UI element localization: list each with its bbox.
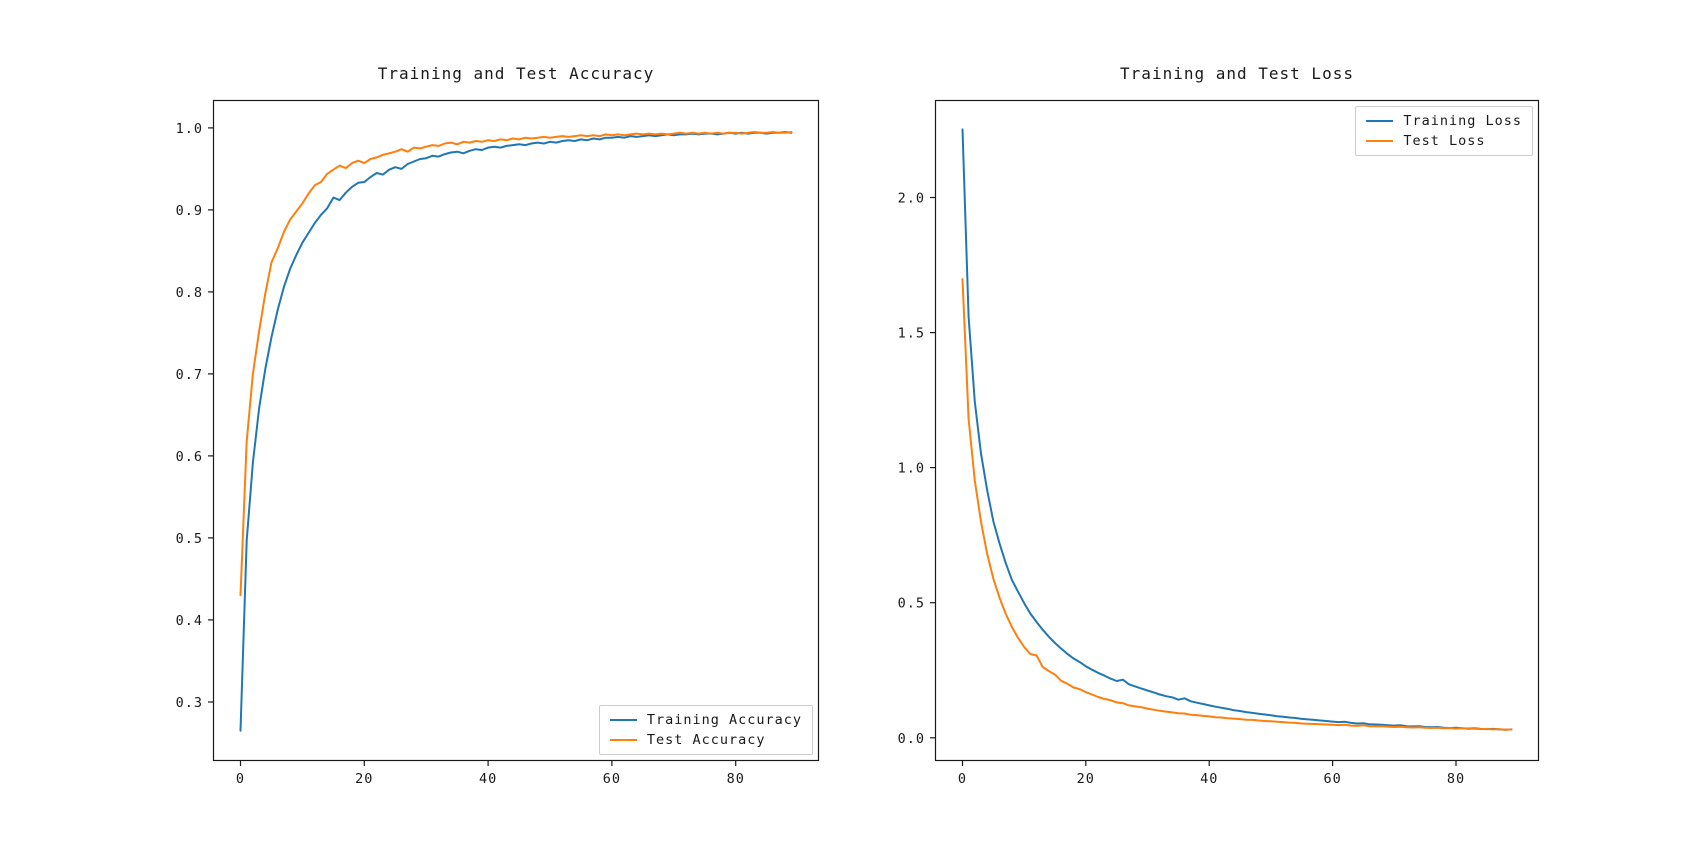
legend-entry-test-accuracy: Test Accuracy <box>609 732 802 748</box>
legend-label: Test Accuracy <box>646 732 766 748</box>
series-line <box>961 128 1513 731</box>
accuracy-chart: Training and Test Accuracy 0 20 40 60 80 0.3 0… <box>176 64 820 787</box>
test-accuracy-line-swatch <box>609 739 637 741</box>
legend-label: Training Loss <box>1403 113 1522 129</box>
series-line <box>239 131 793 597</box>
accuracy-legend: Training Accuracy Test Accuracy <box>598 705 813 755</box>
training-accuracy-line-swatch <box>609 719 637 721</box>
x-tick-label: 0 <box>958 771 967 787</box>
legend-label: Training Accuracy <box>646 712 802 728</box>
loss-chart: Training and Test Loss 0 20 40 60 80 0.0 0.5 1.… <box>898 64 1540 787</box>
legend-entry-training-loss: Training Loss <box>1366 113 1522 129</box>
x-tick-label: 80 <box>727 771 745 787</box>
loss-legend: Training Loss Test Loss <box>1355 106 1533 156</box>
training-loss-line-swatch <box>1366 120 1394 122</box>
y-tick-label: 1.0 <box>176 121 203 137</box>
x-tick-label: 0 <box>236 771 245 787</box>
y-tick-label: 2.0 <box>898 191 925 207</box>
loss-chart-title: Training and Test Loss <box>1120 64 1354 83</box>
y-tick-label: 1.0 <box>898 461 925 477</box>
y-tick-label: 0.6 <box>176 449 203 465</box>
x-tick-label: 20 <box>1077 771 1095 787</box>
y-tick-label: 0.8 <box>176 285 203 301</box>
y-tick-label: 0.7 <box>176 367 203 383</box>
legend-label: Test Loss <box>1403 133 1486 149</box>
loss-plot-area: 0 20 40 60 80 0.0 0.5 1.0 1.5 2.0 <box>898 99 1540 787</box>
legend-entry-training-accuracy: Training Accuracy <box>609 712 802 728</box>
x-tick-label: 20 <box>355 771 373 787</box>
series-line <box>239 131 793 732</box>
series-line <box>961 278 1513 731</box>
y-tick-label: 0.9 <box>176 203 203 219</box>
x-tick-label: 40 <box>479 771 497 787</box>
y-tick-label: 0.3 <box>176 695 203 711</box>
x-tick-label: 80 <box>1447 771 1465 787</box>
x-tick-label: 60 <box>1323 771 1341 787</box>
y-tick-label: 0.5 <box>898 596 925 612</box>
test-loss-line-swatch <box>1366 140 1394 142</box>
axes-spines <box>212 99 820 762</box>
y-tick-label: 1.5 <box>898 326 925 342</box>
legend-entry-test-loss: Test Loss <box>1366 133 1522 149</box>
axes-spines <box>934 99 1540 762</box>
x-tick-label: 40 <box>1200 771 1218 787</box>
accuracy-chart-title: Training and Test Accuracy <box>377 64 655 83</box>
accuracy-plot-area: 0 20 40 60 80 0.3 0.4 0.5 0.6 0.7 0.8 0.9 1.0 <box>176 99 820 787</box>
x-tick-label: 60 <box>603 771 621 787</box>
y-tick-label: 0.5 <box>176 531 203 547</box>
y-tick-label: 0.0 <box>898 731 925 747</box>
y-tick-label: 0.4 <box>176 613 203 629</box>
